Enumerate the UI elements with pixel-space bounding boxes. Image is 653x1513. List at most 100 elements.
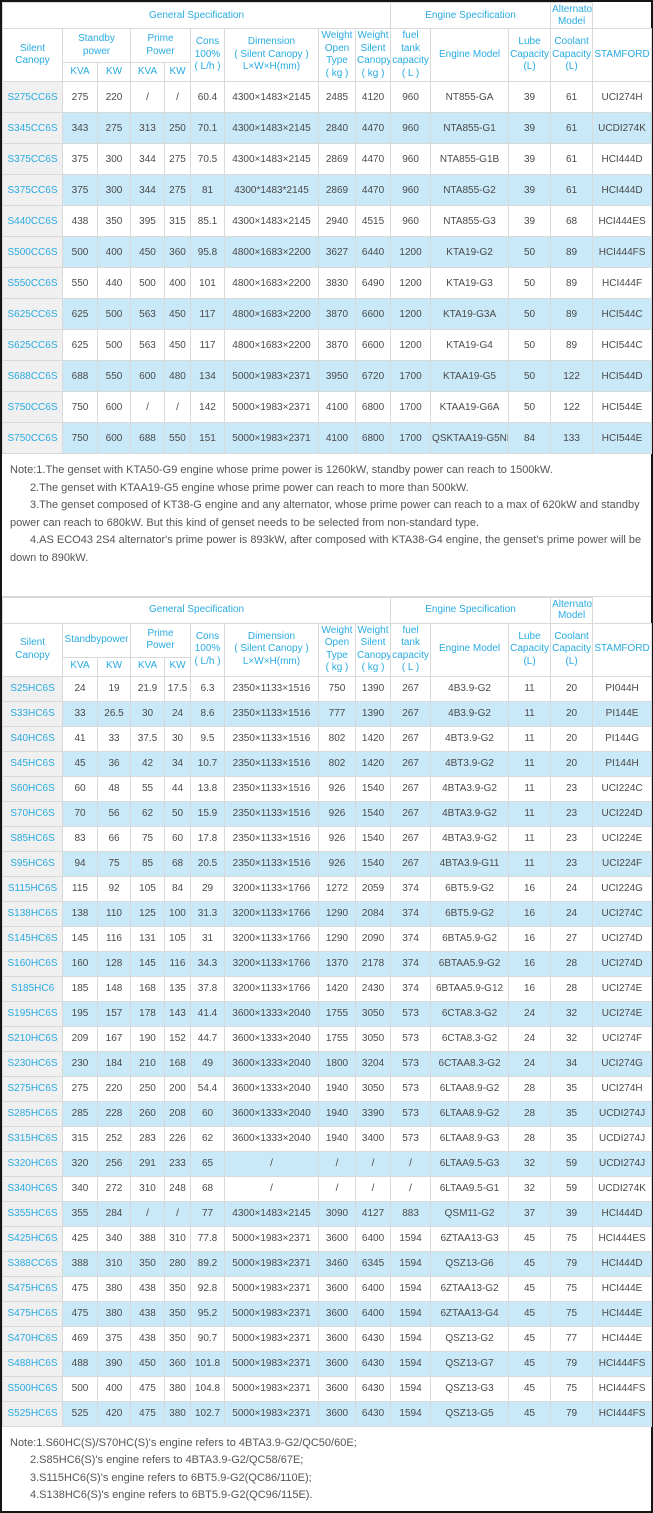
table-row: S470HC6S 469 375 438 350 90.7 5000×1983×2371 36… [2,1325,653,1352]
group-header-general: General Specification [1,2,392,29]
spec-cell: 31.3 [190,900,225,927]
spec-cell: 42 [130,750,165,777]
spec-cell: 1540 [354,825,392,852]
model-link[interactable]: S285HC6S [2,1100,63,1127]
model-link[interactable]: S440CC6S [2,205,63,237]
spec-cell: 28 [508,1075,552,1102]
column-header-row: Silent Canopy Standby power Prime Power … [2,27,653,82]
spec-cell: 75 [550,1375,594,1402]
model-link[interactable]: S425HC6S [2,1225,63,1252]
table-row: S138HC6S 138 110 125 100 31.3 3200×1133×1766 12… [2,900,653,927]
model-link[interactable]: S475HC6S [2,1300,63,1327]
model-link[interactable]: S33HC6S [2,700,63,727]
model-link[interactable]: S375CC6S [2,174,63,206]
spec-cell: 50 [164,800,191,827]
model-link[interactable]: S500HC6S [2,1375,63,1402]
note-line: 2.S85HC6(S)'s engine refers to 4BTA3.9-G… [30,1454,304,1467]
spec-cell: 36 [97,750,131,777]
spec-cell: 5000×1983×2371 [224,1350,319,1377]
spec-cell: 340 [97,1225,131,1252]
model-link[interactable]: S375CC6S [2,143,63,175]
model-link[interactable]: S470HC6S [2,1325,63,1352]
model-link[interactable]: S475HC6S [2,1275,63,1302]
spec-cell: KTAA19-G5 [430,360,510,392]
model-link[interactable]: S115HC6S [2,875,63,902]
spec-cell: 62 [190,1125,225,1152]
model-link[interactable]: S688CC6S [2,360,63,392]
model-link[interactable]: S275HC6S [2,1075,63,1102]
spec-cell: 133 [550,422,594,454]
spec-cell: 37 [508,1200,552,1227]
model-link[interactable]: S25HC6S [2,675,63,702]
spec-cell: 926 [318,775,356,802]
spec-cell: 55 [130,775,165,802]
model-link[interactable]: S525HC6S [2,1400,63,1427]
col-header-silent-canopy: Silent Canopy [2,622,63,677]
spec-cell: 50 [508,329,552,361]
spec-cell: 48 [97,775,131,802]
model-link[interactable]: S355HC6S [2,1200,63,1227]
model-link[interactable]: S315HC6S [2,1125,63,1152]
spec-cell: 550 [62,267,98,299]
model-link[interactable]: S45HC6S [2,750,63,777]
table-row: S488HC6S 488 390 450 360 101.8 5000×1983×2371 3… [2,1350,653,1377]
model-link[interactable]: S138HC6S [2,900,63,927]
spec-cell: 100 [164,900,191,927]
spec-cell: 5000×1983×2371 [224,391,319,423]
column-header-row: Silent Canopy Standbypower Prime Power C… [2,622,653,677]
table-row: S230HC6S 230 184 210 168 49 3600×1333×2040 1800… [2,1050,653,1077]
spec-cell: 45 [508,1225,552,1252]
spec-cell: 24 [508,1000,552,1027]
model-link[interactable]: S625CC6S [2,298,63,330]
spec-cell: 1200 [390,267,432,299]
spec-cell: 4300×1483×2145 [224,112,319,144]
spec-cell: 23 [550,800,594,827]
spec-cell: 81 [190,174,225,206]
model-link[interactable]: S500CC6S [2,236,63,268]
spec-cell: 6LTAA8.9-G2 [430,1075,510,1102]
spec-cell: 1594 [390,1325,432,1352]
spec-cell: 250 [164,112,191,144]
group-header-alternator: Alternator Model [550,596,594,624]
model-link[interactable]: S275CC6S [2,81,63,113]
model-link[interactable]: S70HC6S [2,800,63,827]
spec-cell: 1594 [390,1350,432,1377]
table-row: S45HC6S 45 36 42 34 10.7 2350×1133×1516 802 1420… [2,750,653,777]
model-link[interactable]: S320HC6S [2,1150,63,1177]
spec-cell: / [318,1150,356,1177]
spec-cell: 24 [550,875,594,902]
spec-cell: 360 [164,236,191,268]
model-link[interactable]: S550CC6S [2,267,63,299]
spec-cell: 563 [130,329,165,361]
model-link[interactable]: S388CC6S [2,1250,63,1277]
spec-cell: / [390,1150,432,1177]
model-link[interactable]: S345CC6S [2,112,63,144]
model-link[interactable]: S85HC6S [2,825,63,852]
spec-cell: 395 [130,205,165,237]
model-link[interactable]: S340HC6S [2,1175,63,1202]
model-link[interactable]: S95HC6S [2,850,63,877]
spec-cell: 388 [130,1225,165,1252]
model-link[interactable]: S750CC6S [2,422,63,454]
spec-cell: 6400 [354,1300,392,1327]
model-link[interactable]: S40HC6S [2,725,63,752]
spec-cell: 563 [130,298,165,330]
spec-cell: 2350×1133×1516 [224,675,319,702]
model-link[interactable]: S488HC6S [2,1350,63,1377]
model-link[interactable]: S210HC6S [2,1025,63,1052]
model-link[interactable]: S145HC6S [2,925,63,952]
model-link[interactable]: S60HC6S [2,775,63,802]
spec-cell: / [390,1175,432,1202]
spec-cell: 168 [130,975,165,1002]
spec-cell: UCI274G [592,1050,653,1077]
spec-cell: UCI224D [592,800,653,827]
model-link[interactable]: S625CC6S [2,329,63,361]
model-link[interactable]: S160HC6S [2,950,63,977]
model-link[interactable]: S185HC6 [2,975,63,1002]
spec-cell: 11 [508,800,552,827]
spec-cell: UCI274F [592,1025,653,1052]
model-link[interactable]: S230HC6S [2,1050,63,1077]
model-link[interactable]: S750CC6S [2,391,63,423]
spec-cell: 6490 [354,267,392,299]
model-link[interactable]: S195HC6S [2,1000,63,1027]
